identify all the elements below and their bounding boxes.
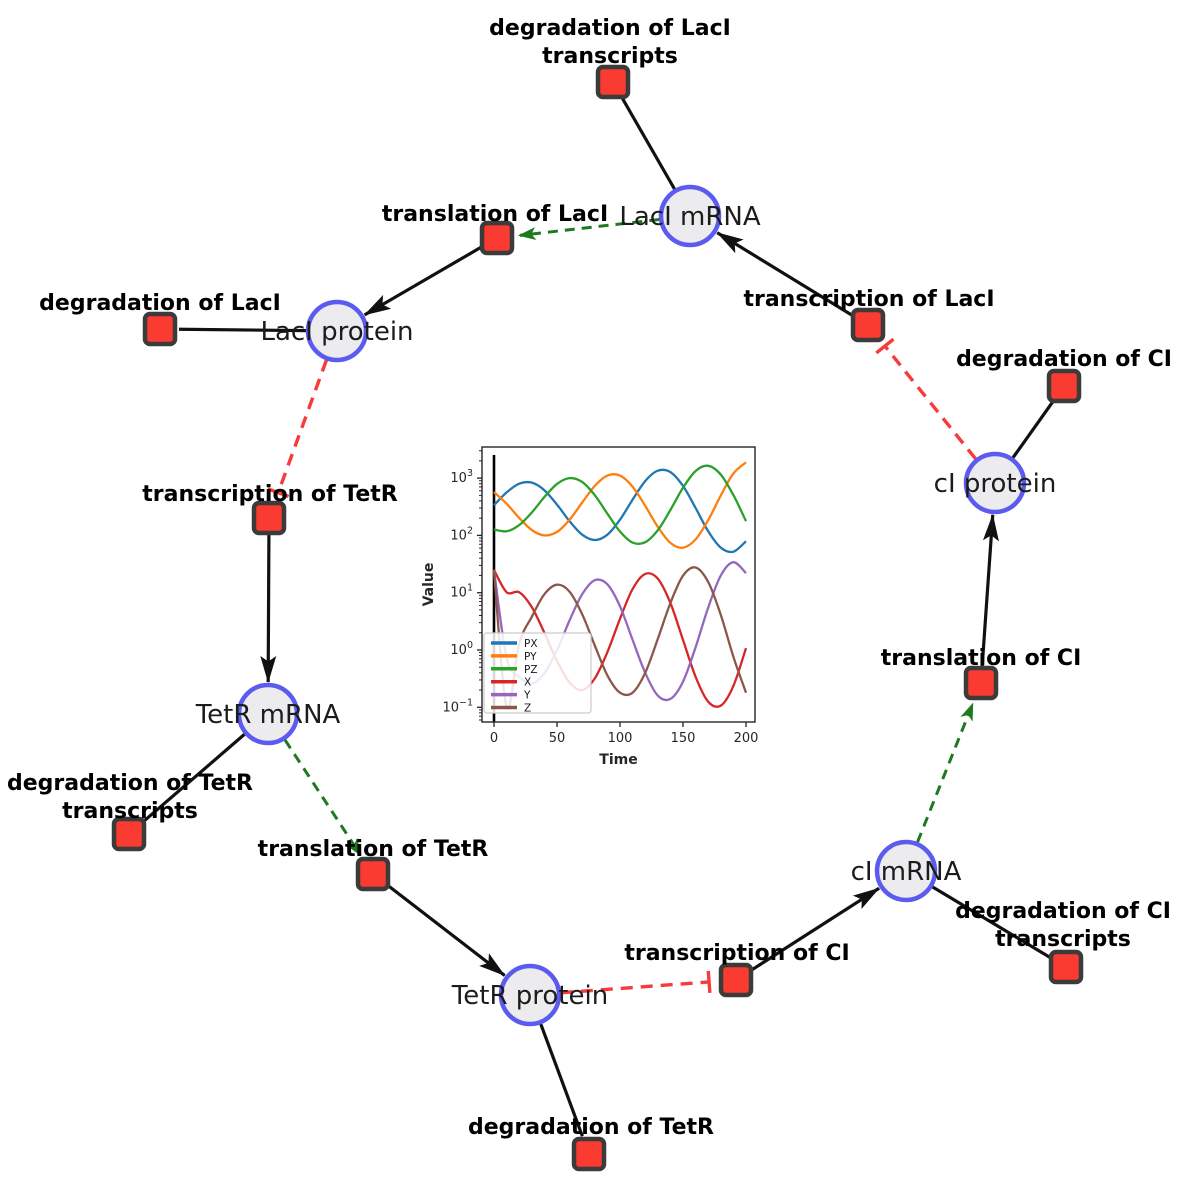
- reaction-label-tl_ci: translation of CI: [881, 646, 1082, 671]
- reaction-label-deg_tetr_m: transcripts: [62, 799, 198, 824]
- species-node-tetr_mrna: [236, 682, 300, 746]
- reaction-node-deg_tetr_p: [571, 1136, 607, 1172]
- axes-frame: [481, 446, 756, 723]
- species-label-tetr_prot: TetR protein: [451, 981, 608, 1011]
- y-tick-label: 102: [450, 525, 473, 543]
- edge-inhibition-laci_prot-tx_tetr: [276, 359, 329, 494]
- y-axis-label: Value: [421, 563, 437, 607]
- reaction-node-tl_ci: [963, 665, 999, 701]
- y-tick-label: 103: [450, 468, 473, 486]
- chart-series-Z: [492, 566, 748, 711]
- legend-label-X: X: [524, 677, 531, 689]
- edge-modifier-ci_mrna-tl_ci: [916, 702, 974, 843]
- edge-inhibition-ci_prot-tx_laci-tbar: [875, 337, 895, 355]
- reaction-label-deg_tetr_p: degradation of TetR: [468, 1115, 714, 1140]
- species-node-laci_mrna: [658, 184, 722, 248]
- reaction-label-tl_tetr: translation of TetR: [258, 837, 489, 862]
- edge-product-tx_laci-laci_mrna: [716, 231, 855, 318]
- chart-inset: 0 50 100 150 20010310210110010−1TimeValuePXP…: [421, 446, 759, 768]
- reaction-label-deg_laci_m: degradation of LacI: [489, 16, 731, 41]
- x-tick-label: 50: [549, 731, 566, 746]
- edge-reactant-tetr_mrna-deg_tetr_m: [142, 733, 246, 823]
- species-label-ci_prot: cI protein: [934, 469, 1057, 499]
- reaction-node-deg_laci_p: [142, 311, 178, 347]
- reaction-label-tx_tetr: transcription of TetR: [142, 482, 398, 507]
- edge-product-tx_ci-ci_mrna: [749, 886, 880, 973]
- edge-inhibition-ci_prot-tx_laci: [883, 344, 977, 460]
- x-tick-label: 0: [490, 731, 498, 746]
- y-tick-label: 100: [450, 640, 473, 658]
- reaction-label-tl_laci: translation of LacI: [382, 202, 608, 227]
- reaction-label-tx_laci: transcription of LacI: [743, 287, 994, 312]
- species-label-laci_prot: LacI protein: [260, 317, 413, 347]
- reaction-label-deg_ci_p: degradation of CI: [956, 347, 1172, 372]
- reaction-label-deg_ci_m: transcripts: [995, 927, 1131, 952]
- edge-inhibition-tetr_prot-tx_ci-tbar: [706, 970, 712, 994]
- edge-product-tl_tetr-tetr_prot: [385, 883, 506, 977]
- reaction-node-deg_ci_p: [1046, 368, 1082, 404]
- species-label-tetr_mrna: TetR mRNA: [195, 700, 341, 730]
- reaction-node-deg_laci_m: [595, 64, 631, 100]
- edge-inhibition-laci_prot-tx_tetr-tbar: [267, 487, 290, 498]
- species-node-laci_prot: [305, 299, 369, 363]
- species-label-ci_mrna: cI mRNA: [851, 857, 962, 887]
- edge-product-tx_tetr-tetr_mrna: [260, 534, 277, 684]
- edge-product-tl_laci-laci_prot: [363, 245, 484, 317]
- edge-modifier-tetr_mrna-tl_tetr: [283, 739, 362, 857]
- chart-series-PY: [493, 461, 747, 549]
- x-axis-label: Time: [599, 752, 637, 768]
- reaction-label-deg_ci_m: degradation of CI: [955, 899, 1171, 924]
- species-node-tetr_prot: [498, 963, 562, 1027]
- edge-reactant-ci_mrna-deg_ci_m: [931, 885, 1051, 959]
- edge-reactant-laci_mrna-deg_laci_m: [621, 97, 676, 190]
- edge-modifier-laci_mrna-tl_laci: [517, 218, 660, 241]
- chart-series-PZ: [493, 464, 748, 545]
- reaction-node-deg_ci_m: [1048, 949, 1084, 985]
- x-tick-label: 100: [608, 731, 633, 746]
- reaction-label-tx_ci: transcription of CI: [624, 941, 849, 966]
- reaction-label-deg_laci_p: degradation of LacI: [39, 291, 281, 316]
- species-node-ci_mrna: [874, 839, 938, 903]
- legend-label-PX: PX: [524, 638, 538, 650]
- edge-reactant-tetr_prot-deg_tetr_p: [539, 1023, 584, 1137]
- reactions-layer: transcription of LacI translation of LacI…: [7, 16, 1172, 1172]
- legend-label-Y: Y: [523, 690, 531, 702]
- edge-reactant-laci_prot-deg_laci_p: [178, 327, 307, 333]
- species-label-laci_mrna: LacI mRNA: [619, 202, 760, 232]
- edge-inhibition-tetr_prot-tx_ci: [560, 980, 710, 995]
- reaction-node-tx_tetr: [251, 500, 287, 536]
- reaction-label-deg_laci_m: transcripts: [542, 44, 678, 69]
- edge-reactant-ci_prot-deg_ci_p: [1011, 400, 1055, 459]
- x-tick-label: 200: [734, 731, 759, 746]
- legend-label-PZ: PZ: [524, 664, 538, 676]
- y-tick-label: 101: [450, 583, 473, 601]
- edge-product-tl_ci-ci_prot: [980, 513, 999, 667]
- species-node-ci_prot: [963, 451, 1027, 515]
- reaction-label-deg_tetr_m: degradation of TetR: [7, 771, 253, 796]
- legend-label-Z: Z: [524, 703, 531, 715]
- reaction-node-tl_tetr: [355, 856, 391, 892]
- x-tick-label: 150: [671, 731, 696, 746]
- edges-layer: [142, 97, 1055, 1137]
- y-tick-label: 10−1: [442, 697, 473, 715]
- reaction-node-deg_tetr_m: [111, 816, 147, 852]
- reaction-node-tx_laci: [850, 307, 886, 343]
- reaction-node-tx_ci: [718, 962, 754, 998]
- species-layer: LacI mRNA LacI protein TetR mRNA TetR prote…: [195, 184, 1057, 1027]
- legend-label-PY: PY: [524, 651, 537, 663]
- chart-series-X: [492, 569, 748, 708]
- reaction-node-tl_laci: [479, 220, 515, 256]
